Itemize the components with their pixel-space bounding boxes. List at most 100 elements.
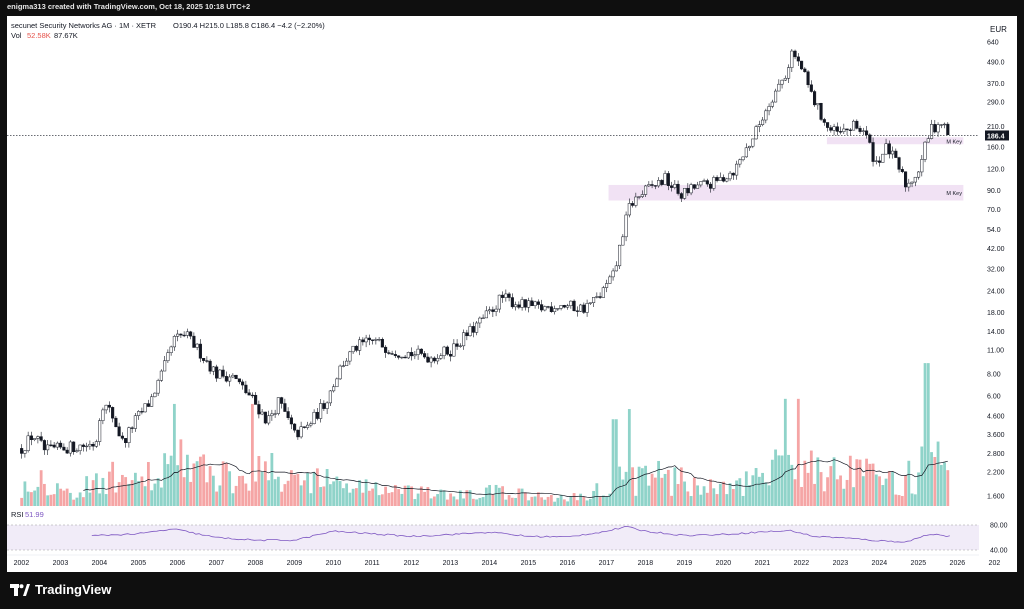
tradingview-logo[interactable]: TradingView <box>10 582 111 597</box>
price-chart[interactable]: M Key M Key 80.00 40.00 186.4 640 490.0 370.0… <box>7 16 1017 572</box>
volume-bar <box>234 485 238 506</box>
volume-bar <box>718 483 722 506</box>
candle-body <box>757 124 761 127</box>
candle-body <box>832 126 836 131</box>
candle-body <box>923 141 927 160</box>
candle-body <box>172 336 176 348</box>
x-tick-label: 2012 <box>404 560 420 567</box>
volume-bar <box>335 476 339 506</box>
volume-bar <box>878 476 881 506</box>
candle-body <box>299 426 303 438</box>
volume-bar <box>351 488 355 506</box>
key-zone-1 <box>826 137 964 145</box>
volume-bar <box>143 486 147 506</box>
candle-body <box>553 308 557 312</box>
candle-body <box>426 356 430 363</box>
candle-body <box>46 444 50 451</box>
volume-bar <box>52 494 56 506</box>
candle-body <box>241 381 245 386</box>
volume-bar <box>172 403 176 506</box>
volume-bar <box>744 471 748 506</box>
candle-body <box>143 403 147 413</box>
volume-bar <box>374 482 378 506</box>
candle-body <box>579 304 583 312</box>
candle-body <box>816 103 820 106</box>
candle-body <box>582 304 586 313</box>
volume-bar <box>627 409 631 506</box>
candle-body <box>549 306 553 312</box>
volume-bar <box>241 475 245 506</box>
candle-body <box>478 317 482 324</box>
candle-body <box>228 376 232 382</box>
volume-bar <box>488 485 492 506</box>
volume-bar <box>871 463 875 506</box>
candle-body <box>72 441 76 453</box>
volume-bar <box>267 480 271 506</box>
candle-body <box>673 183 677 188</box>
volume-bar <box>419 486 423 506</box>
candle-body <box>936 124 940 133</box>
volume-bar <box>510 497 514 506</box>
candle-body <box>605 283 609 288</box>
candle-body <box>556 308 560 310</box>
candle-body <box>98 420 102 442</box>
volume-bar <box>913 494 917 506</box>
volume-bar <box>23 481 27 506</box>
volume-bar <box>439 489 443 506</box>
candle-body <box>416 348 420 355</box>
candle-body <box>140 411 144 413</box>
candle-body <box>826 122 830 128</box>
candle-body <box>676 183 680 194</box>
volume-bar <box>403 485 407 506</box>
candle-body <box>696 184 700 189</box>
candle-body <box>471 326 475 333</box>
candle-body <box>42 440 46 451</box>
candle-body <box>598 296 602 298</box>
candle-body <box>62 446 66 451</box>
volume-bar <box>920 446 924 506</box>
candle-body <box>761 119 765 125</box>
volume-bar <box>943 462 946 506</box>
volume-bar <box>315 468 319 506</box>
y-tick-label: 640 <box>987 40 999 47</box>
y-tick-label: 8.00 <box>987 372 1001 379</box>
volume-bar <box>835 479 839 506</box>
candle-body <box>631 203 635 206</box>
volume-bar <box>371 488 375 506</box>
candle-body <box>488 309 492 312</box>
candle-body <box>325 402 329 409</box>
y-tick-label: 24.00 <box>987 288 1005 295</box>
candle-body <box>725 178 729 182</box>
volume-bar <box>393 485 397 506</box>
candle-body <box>614 265 618 272</box>
y-tick-label: 14.00 <box>987 329 1005 336</box>
candle-body <box>770 101 774 107</box>
legend-volume-label: Vol <box>11 31 22 40</box>
volume-bar <box>549 495 553 506</box>
volume-bar <box>725 494 729 506</box>
volume-bar <box>579 493 582 506</box>
candle-body <box>712 177 716 189</box>
candle-body <box>939 124 943 126</box>
volume-bar <box>68 492 72 506</box>
candle-body <box>731 172 735 176</box>
volume-bar <box>569 496 573 506</box>
volume-bar <box>832 457 836 506</box>
volume-bar <box>657 460 660 506</box>
candle-body <box>124 438 128 443</box>
volume-bar <box>595 483 599 506</box>
candle-body <box>718 177 722 181</box>
volume-bar <box>874 474 878 506</box>
candle-body <box>751 138 755 147</box>
volume-bar <box>432 496 436 506</box>
chart-panel[interactable]: M Key M Key 80.00 40.00 186.4 640 490.0 370.0… <box>7 16 1017 572</box>
candle-body <box>413 354 417 357</box>
candle-body <box>621 236 625 246</box>
candle-body <box>75 450 79 453</box>
volume-bar <box>634 495 638 506</box>
candle-body <box>588 302 592 304</box>
volume-bar <box>280 491 284 506</box>
volume-bar <box>748 485 751 506</box>
volume-bar <box>692 477 696 506</box>
candle-body <box>68 441 72 454</box>
